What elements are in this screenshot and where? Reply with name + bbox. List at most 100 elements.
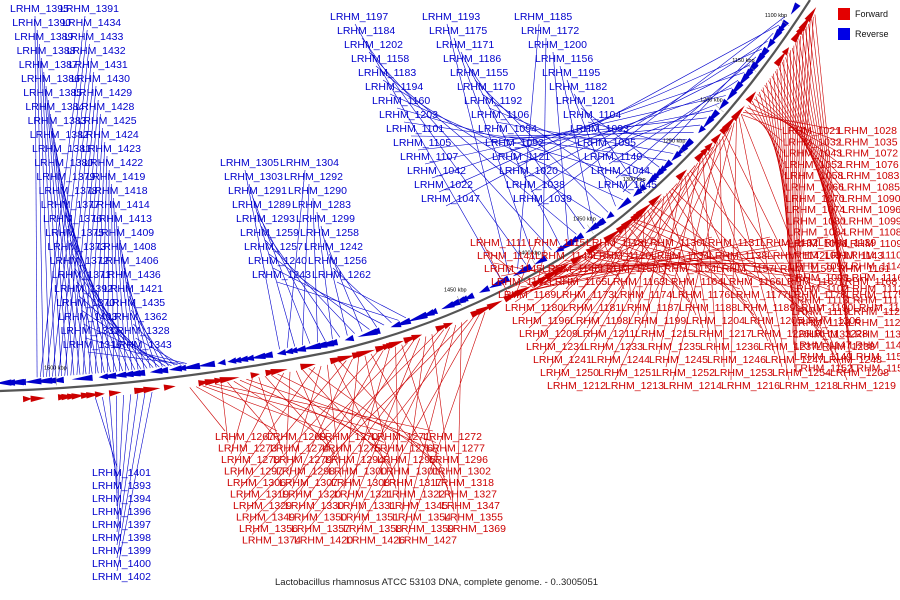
reverse-gene-arrow: [31, 377, 53, 384]
gene-label: LRHM_1277: [426, 443, 485, 455]
gene-label: LRHM_1253: [714, 367, 773, 379]
gene-label: LRHM_1142: [767, 250, 825, 262]
gene-label: LRHM_1184: [337, 25, 395, 37]
gene-label: LRHM_1380: [34, 157, 93, 169]
leader-line: [245, 342, 408, 512]
gene-label: LRHM_1164: [665, 276, 723, 288]
gene-label: LRHM_1243: [252, 269, 311, 281]
gene-label: LRHM_1105: [393, 137, 451, 149]
tick-label: 1200 kbp: [700, 98, 723, 104]
gene-label: LRHM_1173: [556, 289, 614, 301]
leader-line: [481, 93, 631, 194]
gene-label: LRHM_1115: [528, 237, 586, 249]
gene-label: LRHM_1178: [788, 289, 846, 301]
leader-line: [628, 226, 690, 303]
reverse-gene-arrow: [98, 372, 117, 379]
leader-line: [672, 122, 735, 381]
gene-label: LRHM_1293: [236, 213, 295, 225]
gene-label: LRHM_1387: [19, 59, 78, 71]
forward-gene-arrow: [270, 369, 288, 376]
forward-gene-arrow: [250, 372, 260, 379]
gene-label: LRHM_1168: [839, 276, 897, 288]
leader-line: [113, 197, 120, 372]
gene-label: LRHM_1296: [429, 454, 488, 466]
leader-line: [239, 379, 385, 443]
leader-line: [403, 121, 667, 161]
reverse-gene-arrow: [534, 255, 548, 265]
leader-line: [689, 170, 827, 342]
gene-label: LRHM_1028: [838, 125, 897, 137]
forward-gene-arrow: [722, 114, 737, 132]
gene-label: LRHM_1187: [621, 302, 679, 314]
leader-line: [119, 239, 139, 370]
gene-label: LRHM_1114: [845, 261, 900, 273]
reverse-gene-arrow: [23, 378, 42, 385]
forward-gene-arrow: [71, 393, 85, 400]
reverse-gene-arrow: [149, 367, 163, 374]
reverse-gene-arrow: [254, 351, 274, 358]
leader-line: [776, 68, 789, 244]
leader-line: [438, 48, 763, 193]
gene-label: LRHM_1127: [848, 317, 900, 329]
leader-line: [665, 141, 718, 368]
leader-line: [72, 253, 142, 370]
gene-label: LRHM_1202: [344, 39, 403, 51]
gene-label: LRHM_1329: [233, 500, 292, 512]
reverse-gene-arrow: [729, 81, 744, 98]
leader-line: [126, 281, 157, 368]
leader-line: [36, 29, 44, 378]
gene-label: LRHM_1020: [499, 165, 558, 177]
leader-line: [793, 26, 808, 345]
reverse-gene-arrow: [392, 317, 412, 327]
gene-label: LRHM_1150: [600, 263, 658, 275]
leader-line: [339, 361, 446, 478]
gene-label: LRHM_1151: [850, 351, 900, 363]
leader-line: [260, 225, 341, 338]
gene-label: LRHM_1236: [700, 341, 759, 353]
gene-label: LRHM_1155: [450, 67, 508, 79]
gene-label: LRHM_1130: [644, 237, 702, 249]
leader-line: [741, 114, 783, 131]
gene-label: LRHM_1379: [36, 171, 95, 183]
leader-line: [738, 117, 790, 381]
reverse-gene-arrow: [406, 312, 428, 322]
gene-label: LRHM_1428: [75, 101, 134, 113]
gene-label: LRHM_1161: [832, 263, 890, 275]
leader-line: [783, 59, 790, 266]
gene-label: LRHM_1238: [816, 341, 875, 353]
gene-label: LRHM_1350: [288, 512, 347, 524]
gene-label: LRHM_1165: [549, 276, 607, 288]
gene-label: LRHM_1058: [784, 170, 843, 182]
gene-label: LRHM_1378: [39, 185, 98, 197]
gene-label: LRHM_1419: [86, 171, 145, 183]
gene-label: LRHM_1086: [788, 238, 847, 250]
gene-label: LRHM_1401: [92, 467, 151, 479]
leader-line: [684, 175, 711, 342]
leader-line: [102, 396, 118, 481]
gene-label: LRHM_1091: [789, 249, 848, 261]
gene-label: LRHM_1233: [584, 341, 643, 353]
gene-label: LRHM_1198: [570, 315, 628, 327]
leader-line: [34, 15, 38, 378]
gene-label: LRHM_1408: [97, 241, 156, 253]
gene-label: LRHM_1096: [842, 204, 900, 216]
leader-line: [647, 210, 697, 316]
reverse-gene-arrow: [197, 360, 216, 367]
reverse-gene-arrow: [322, 339, 339, 346]
leader-line: [354, 23, 501, 279]
gene-label: LRHM_1394: [92, 493, 151, 505]
leader-line: [370, 353, 449, 489]
reverse-gene-arrow: [463, 292, 475, 300]
leader-line: [445, 24, 780, 207]
forward-gene-arrow: [486, 300, 503, 311]
leader-line: [586, 256, 676, 277]
leader-line: [778, 66, 845, 244]
gene-label: LRHM_1331: [337, 500, 396, 512]
leader-line: [604, 244, 625, 290]
leader-line: [214, 383, 434, 432]
leader-line: [327, 364, 342, 478]
leader-line: [671, 188, 820, 329]
leader-line: [76, 281, 154, 368]
leader-line: [625, 228, 632, 303]
